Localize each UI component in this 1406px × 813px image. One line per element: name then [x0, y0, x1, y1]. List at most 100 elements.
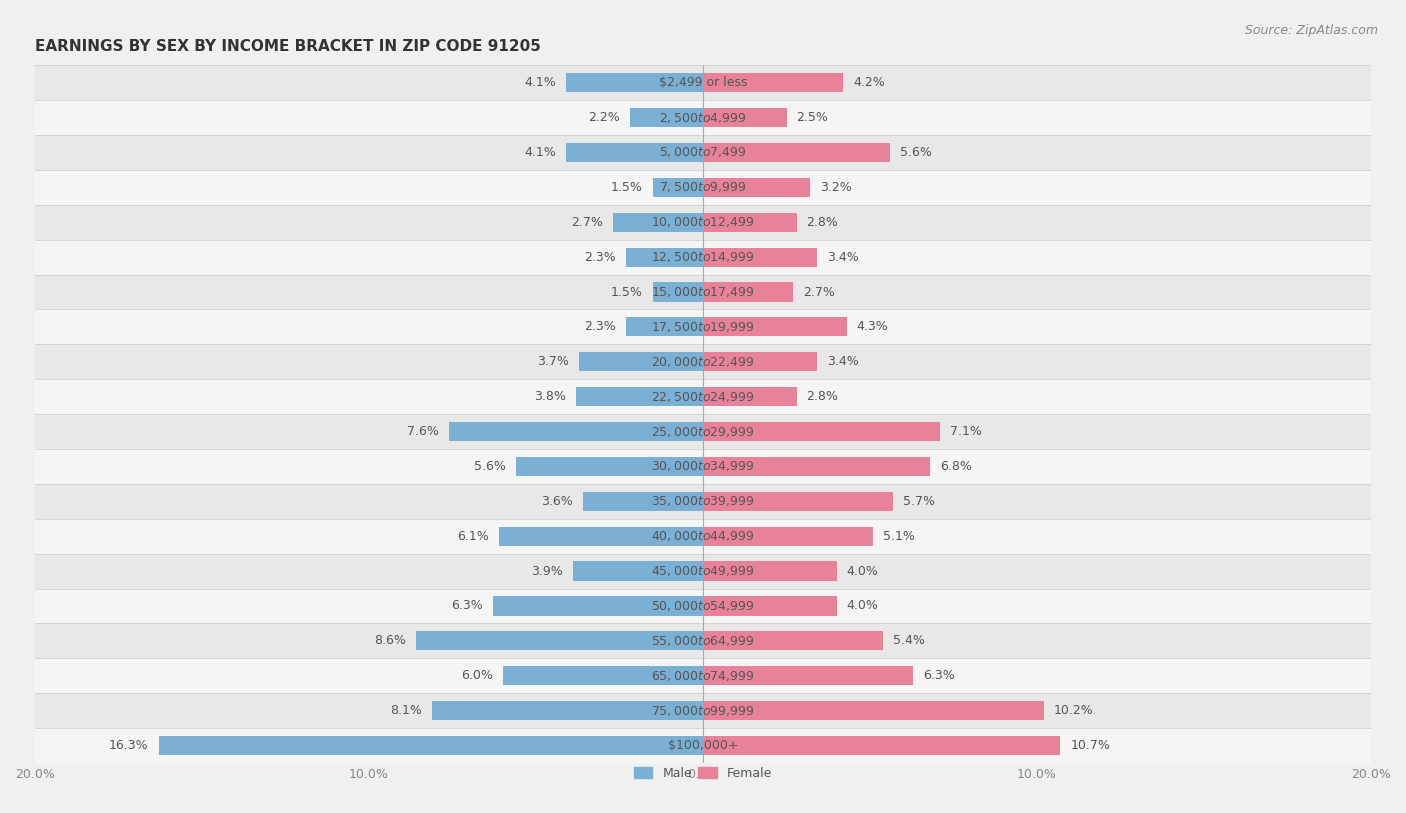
Bar [703, 589, 1371, 624]
Text: 2.5%: 2.5% [797, 111, 828, 124]
Text: 4.0%: 4.0% [846, 599, 879, 612]
Bar [567, 73, 703, 93]
Bar [35, 240, 703, 275]
Bar [703, 65, 1371, 100]
Text: 7.6%: 7.6% [408, 425, 439, 438]
Bar [703, 310, 1371, 345]
Bar [416, 631, 703, 650]
Bar [703, 693, 1371, 728]
Bar [652, 178, 703, 197]
Bar [35, 135, 703, 170]
Bar [703, 562, 837, 580]
Text: $55,000 to $64,999: $55,000 to $64,999 [651, 634, 755, 648]
Bar [703, 170, 1371, 205]
Bar [703, 631, 883, 650]
Text: 2.3%: 2.3% [585, 250, 616, 263]
Bar [703, 275, 1371, 310]
Bar [35, 345, 703, 379]
Bar [703, 247, 817, 267]
Text: 3.9%: 3.9% [531, 564, 562, 577]
Bar [703, 659, 1371, 693]
Text: EARNINGS BY SEX BY INCOME BRACKET IN ZIP CODE 91205: EARNINGS BY SEX BY INCOME BRACKET IN ZIP… [35, 39, 541, 54]
Text: 3.4%: 3.4% [827, 250, 858, 263]
Bar [35, 100, 703, 135]
Bar [703, 73, 844, 93]
Text: 4.3%: 4.3% [856, 320, 889, 333]
Bar [703, 492, 893, 511]
Text: $2,500 to $4,999: $2,500 to $4,999 [659, 111, 747, 124]
Bar [703, 282, 793, 302]
Text: 8.1%: 8.1% [391, 704, 422, 717]
Text: 2.2%: 2.2% [588, 111, 620, 124]
Text: 6.1%: 6.1% [457, 530, 489, 543]
Text: $5,000 to $7,499: $5,000 to $7,499 [659, 146, 747, 159]
Bar [703, 100, 1371, 135]
Text: Source: ZipAtlas.com: Source: ZipAtlas.com [1244, 24, 1378, 37]
Bar [35, 693, 703, 728]
Bar [652, 282, 703, 302]
Bar [703, 624, 1371, 659]
Text: 4.1%: 4.1% [524, 76, 555, 89]
Bar [35, 275, 703, 310]
Text: 16.3%: 16.3% [108, 739, 149, 752]
Text: 10.2%: 10.2% [1053, 704, 1094, 717]
Bar [35, 728, 703, 763]
Bar [703, 240, 1371, 275]
Bar [703, 736, 1060, 755]
Bar [35, 414, 703, 449]
Text: 2.3%: 2.3% [585, 320, 616, 333]
Bar [35, 624, 703, 659]
Text: $25,000 to $29,999: $25,000 to $29,999 [651, 424, 755, 438]
Bar [572, 562, 703, 580]
Bar [703, 143, 890, 162]
Text: $2,499 or less: $2,499 or less [659, 76, 747, 89]
Text: 6.8%: 6.8% [941, 460, 972, 473]
Bar [35, 659, 703, 693]
Bar [703, 317, 846, 337]
Text: 3.8%: 3.8% [534, 390, 567, 403]
Text: 3.7%: 3.7% [537, 355, 569, 368]
Bar [630, 108, 703, 127]
Bar [703, 484, 1371, 519]
Bar [703, 352, 817, 372]
Text: $17,500 to $19,999: $17,500 to $19,999 [651, 320, 755, 334]
Bar [703, 135, 1371, 170]
Bar [516, 457, 703, 476]
Bar [35, 554, 703, 589]
Text: 5.7%: 5.7% [904, 495, 935, 508]
Bar [35, 205, 703, 240]
Bar [576, 387, 703, 406]
Text: $15,000 to $17,499: $15,000 to $17,499 [651, 285, 755, 299]
Bar [159, 736, 703, 755]
Text: $10,000 to $12,499: $10,000 to $12,499 [651, 215, 755, 229]
Bar [703, 449, 1371, 484]
Bar [567, 143, 703, 162]
Text: 5.6%: 5.6% [474, 460, 506, 473]
Legend: Male, Female: Male, Female [628, 762, 778, 785]
Bar [703, 422, 941, 441]
Text: 6.0%: 6.0% [461, 669, 492, 682]
Bar [35, 449, 703, 484]
Text: $12,500 to $14,999: $12,500 to $14,999 [651, 250, 755, 264]
Bar [703, 345, 1371, 379]
Bar [613, 213, 703, 232]
Bar [449, 422, 703, 441]
Text: 6.3%: 6.3% [451, 599, 482, 612]
Bar [579, 352, 703, 372]
Text: 8.6%: 8.6% [374, 634, 406, 647]
Text: 2.7%: 2.7% [803, 285, 835, 298]
Bar [492, 597, 703, 615]
Bar [703, 554, 1371, 589]
Text: 3.2%: 3.2% [820, 180, 852, 193]
Bar [703, 519, 1371, 554]
Bar [703, 178, 810, 197]
Text: 5.1%: 5.1% [883, 530, 915, 543]
Text: 4.1%: 4.1% [524, 146, 555, 159]
Text: 10.7%: 10.7% [1070, 739, 1111, 752]
Text: 5.6%: 5.6% [900, 146, 932, 159]
Text: 3.6%: 3.6% [541, 495, 572, 508]
Bar [35, 379, 703, 414]
Bar [582, 492, 703, 511]
Text: $50,000 to $54,999: $50,000 to $54,999 [651, 599, 755, 613]
Bar [703, 379, 1371, 414]
